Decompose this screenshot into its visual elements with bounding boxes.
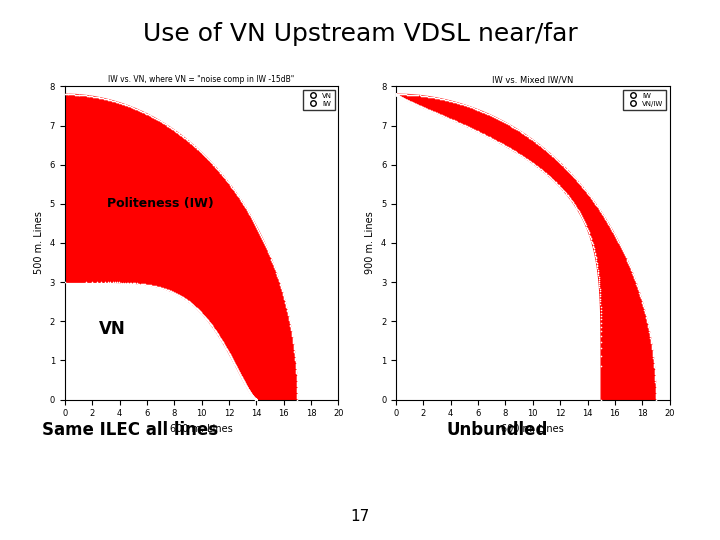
Text: Same ILEC all lines: Same ILEC all lines: [42, 421, 217, 439]
Title: IW vs. Mixed IW/VN: IW vs. Mixed IW/VN: [492, 75, 574, 84]
Legend: VN, IW: VN, IW: [303, 90, 335, 110]
Text: 17: 17: [351, 509, 369, 524]
Text: Unbundled: Unbundled: [446, 421, 547, 439]
Text: Use of VN Upstream VDSL near/far: Use of VN Upstream VDSL near/far: [143, 22, 577, 45]
Legend: IW, VN/IW: IW, VN/IW: [624, 90, 666, 110]
Title: IW vs. VN, where VN = "noise comp in IW -15dB": IW vs. VN, where VN = "noise comp in IW …: [109, 75, 294, 84]
Y-axis label: 500 m. Lines: 500 m. Lines: [34, 212, 44, 274]
Text: Politeness (IW): Politeness (IW): [107, 197, 214, 211]
Polygon shape: [65, 94, 297, 400]
Polygon shape: [396, 94, 656, 400]
Text: VN: VN: [99, 320, 126, 338]
X-axis label: 600 m. Lines: 600 m. Lines: [170, 424, 233, 434]
Y-axis label: 900 m. Lines: 900 m. Lines: [365, 212, 375, 274]
X-axis label: 600 m. Lines: 600 m. Lines: [501, 424, 564, 434]
